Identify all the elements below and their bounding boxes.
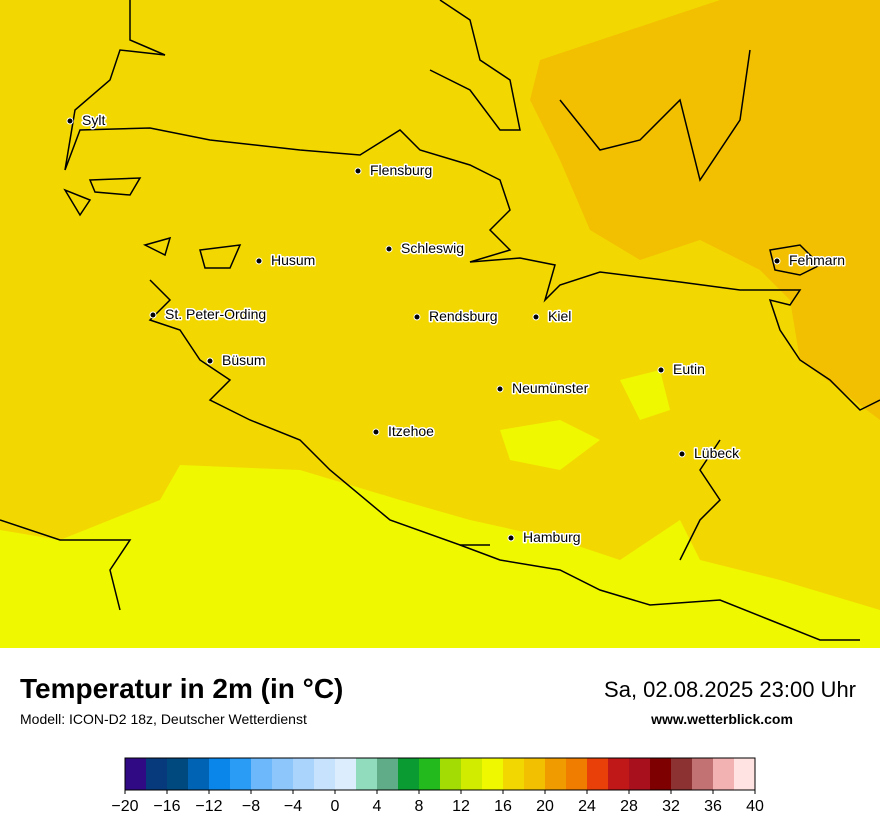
city-dot	[773, 257, 781, 265]
city-label: Kiel	[548, 308, 571, 324]
warm-area	[530, 0, 880, 420]
colorbar-tick-label: 28	[620, 798, 638, 815]
colorbar-tick-label: 24	[578, 798, 596, 815]
city-label: Fehmarn	[789, 252, 845, 268]
colorbar-segment	[377, 758, 399, 790]
city-label: Sylt	[82, 112, 105, 128]
colorbar-segment	[692, 758, 714, 790]
colorbar-segment	[419, 758, 441, 790]
colorbar-segment	[125, 758, 147, 790]
colorbar-segment	[251, 758, 273, 790]
colorbar-segment	[545, 758, 567, 790]
border-line	[459, 439, 860, 641]
colorbar-segment	[671, 758, 693, 790]
colorbar-tick-label: 36	[704, 798, 722, 815]
city-dot	[66, 117, 74, 125]
colorbar-tick-label: 8	[415, 798, 424, 815]
city-dot	[507, 534, 515, 542]
city-label: Schleswig	[401, 240, 464, 256]
colorbar-tick-label: −4	[284, 798, 302, 815]
colorbar-tick-label: −12	[195, 798, 222, 815]
city-dot	[678, 450, 686, 458]
colorbar-segment	[629, 758, 651, 790]
colorbar-segment	[482, 758, 504, 790]
city-label: Husum	[271, 252, 315, 268]
city-dot	[385, 245, 393, 253]
colorbar-segment	[230, 758, 252, 790]
subtitle: Modell: ICON-D2 18z, Deutscher Wetterdie…	[20, 711, 307, 727]
city-dot	[496, 385, 504, 393]
colorbar-tick-label: 32	[662, 798, 680, 815]
coastline	[64, 49, 880, 411]
colorbar-tick-label: −16	[153, 798, 180, 815]
colorbar-segment	[209, 758, 231, 790]
city-dot	[354, 167, 362, 175]
colorbar: −20 −16 −12 −8 −4 0 4 8 12 16 20 24 28 32 36 40	[111, 757, 764, 815]
city-dot	[413, 313, 421, 321]
colorbar-segment	[188, 758, 210, 790]
colorbar-tick-label: 20	[536, 798, 554, 815]
city-label: Hamburg	[523, 529, 581, 545]
island	[63, 177, 822, 276]
datetime: Sa, 02.08.2025 23:00 Uhr	[604, 677, 856, 702]
colorbar-segment	[314, 758, 336, 790]
city-label: St. Peter-Ording	[165, 306, 266, 322]
colorbar-segment	[650, 758, 672, 790]
website: www.wetterblick.com	[650, 711, 793, 727]
colorbar-segment	[272, 758, 294, 790]
colorbar-tick-label: 0	[331, 798, 340, 815]
city-label: Büsum	[222, 352, 266, 368]
colorbar-tick-label: 4	[373, 798, 382, 815]
colorbar-segment	[398, 758, 420, 790]
mild-area	[0, 465, 880, 648]
city-label: Rendsburg	[429, 308, 498, 324]
mild-patch	[500, 370, 670, 470]
colorbar-segment	[713, 758, 735, 790]
city-dot	[657, 366, 665, 374]
colorbar-segment	[503, 758, 525, 790]
colorbar-tick-label: −20	[111, 798, 138, 815]
colorbar-segment	[587, 758, 609, 790]
colorbar-segment	[524, 758, 546, 790]
city-dot	[149, 311, 157, 319]
colorbar-segment	[608, 758, 630, 790]
city-dot	[532, 313, 540, 321]
city-dot	[255, 257, 263, 265]
colorbar-segment	[566, 758, 588, 790]
colorbar-segment	[734, 758, 756, 790]
colorbar-tick-label: 40	[746, 798, 764, 815]
coastline	[0, 0, 490, 611]
colorbar-segment	[335, 758, 357, 790]
colorbar-segment	[461, 758, 483, 790]
city-dot	[206, 357, 214, 365]
map	[0, 0, 880, 648]
colorbar-segment	[440, 758, 462, 790]
city-label: Flensburg	[370, 162, 432, 178]
colorbar-segment	[356, 758, 378, 790]
colorbar-tick-label: 12	[452, 798, 470, 815]
colorbar-tick-label: 16	[494, 798, 512, 815]
city-dot	[372, 428, 380, 436]
title: Temperatur in 2m (in °C)	[20, 673, 343, 704]
colorbar-frame	[124, 757, 756, 791]
city-label: Itzehoe	[388, 423, 434, 439]
colorbar-segment	[167, 758, 189, 790]
colorbar-segment	[293, 758, 315, 790]
city-label: Neumünster	[512, 380, 589, 396]
city-label: Lübeck	[694, 445, 740, 461]
coastline	[429, 0, 751, 182]
colorbar-segment	[146, 758, 168, 790]
city-labels: Sylt Flensburg Schleswig Husum St. Peter-Ord…	[66, 111, 847, 547]
city-label: Eutin	[673, 361, 705, 377]
colorbar-tick-label: −8	[242, 798, 260, 815]
